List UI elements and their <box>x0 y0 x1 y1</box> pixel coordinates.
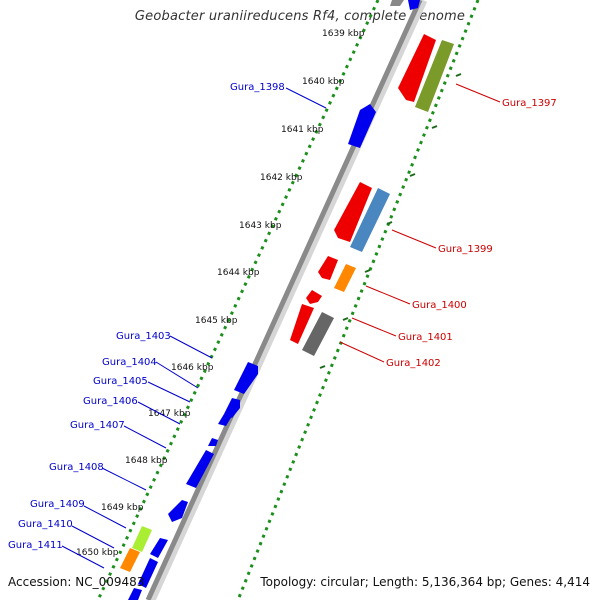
gene-Gura_1397-cds[interactable] <box>398 34 436 102</box>
genome-summary: Topology: circular; Length: 5,136,364 bp… <box>260 575 590 589</box>
gene-Gura_1409-cds[interactable] <box>150 538 168 558</box>
gene-Gura_1402-gene[interactable] <box>302 312 334 356</box>
tick-label: 1648 kbp <box>125 456 168 466</box>
gene-label-Gura_1411[interactable]: Gura_1411 <box>8 540 63 551</box>
tick-label: 1641 kbp <box>281 125 324 135</box>
tick-label: 1646 kbp <box>171 363 214 373</box>
gene-arrow[interactable] <box>128 588 142 600</box>
gene-label-Gura_1398[interactable]: Gura_1398 <box>230 82 285 93</box>
backbone-shadow <box>146 0 428 600</box>
gene-label-Gura_1407[interactable]: Gura_1407 <box>70 420 125 431</box>
gene-label-Gura_1402[interactable]: Gura_1402 <box>386 358 441 369</box>
gene-Gura_1411-cds[interactable] <box>138 558 158 588</box>
gene-Gura_1411-gene[interactable] <box>120 548 140 572</box>
gene-label-Gura_1410[interactable]: Gura_1410 <box>18 519 73 530</box>
inner-dotted-track <box>236 0 480 600</box>
gene-label-Gura_1409[interactable]: Gura_1409 <box>30 499 85 510</box>
accession-label: Accession: NC_009483 <box>8 575 145 589</box>
gene-label-Gura_1404[interactable]: Gura_1404 <box>102 357 157 368</box>
gene-Gura_1403-cds[interactable] <box>234 362 258 394</box>
gene-Gura_1406-cds[interactable] <box>208 438 218 446</box>
gene-Gura_1410-gene[interactable] <box>132 526 152 552</box>
genome-title: Geobacter uraniireducens Rf4, complete g… <box>134 9 466 24</box>
forward-callouts <box>61 87 327 569</box>
gene-Gura_1399-gene[interactable] <box>350 188 390 252</box>
gene-Gura_1407-cds[interactable] <box>186 450 214 488</box>
tick-label: 1639 kbp <box>322 29 365 39</box>
gene-label-Gura_1406[interactable]: Gura_1406 <box>83 396 138 407</box>
backbone <box>145 0 423 600</box>
gene-Gura_1401-cds[interactable] <box>290 304 314 344</box>
gene-arrow[interactable] <box>408 0 420 10</box>
gene-label-Gura_1399[interactable]: Gura_1399 <box>438 244 493 255</box>
tick-label: 1642 kbp <box>260 173 303 183</box>
gene-Gura_1408-cds[interactable] <box>168 500 188 522</box>
tick-label: 1649 kbp <box>101 503 144 513</box>
gene-Gura_1404-cds[interactable] <box>224 398 240 418</box>
gene-Gura_1399-cds[interactable] <box>334 182 372 242</box>
gene-Gura_1401-cds[interactable] <box>306 290 322 304</box>
tick-label: 1644 kbp <box>217 268 260 278</box>
gene-label-Gura_1408[interactable]: Gura_1408 <box>49 462 104 473</box>
gene-Gura_1397-gene[interactable] <box>415 40 454 112</box>
gene-label-Gura_1397[interactable]: Gura_1397 <box>502 98 557 109</box>
gene-Gura_1400-gene[interactable] <box>334 264 356 292</box>
gene-label-Gura_1400[interactable]: Gura_1400 <box>412 300 467 311</box>
tick-label: 1645 kbp <box>195 316 238 326</box>
tick-label: 1643 kbp <box>239 221 282 231</box>
gene-Gura_1405-cds[interactable] <box>218 414 232 426</box>
gene-Gura_1400-cds[interactable] <box>318 256 338 280</box>
gene-label-Gura_1403[interactable]: Gura_1403 <box>116 331 171 342</box>
inner-tick-marks <box>319 73 462 369</box>
gene-label-Gura_1401[interactable]: Gura_1401 <box>398 332 453 343</box>
tick-label: 1650 kbp <box>76 548 119 558</box>
reverse-callouts <box>339 83 501 363</box>
gene-Gura_1398-cds[interactable] <box>348 104 376 148</box>
tick-label: 1647 kbp <box>148 409 191 419</box>
gene-label-Gura_1405[interactable]: Gura_1405 <box>93 376 148 387</box>
gene-arrow[interactable] <box>390 0 404 6</box>
tick-label: 1640 kbp <box>302 77 345 87</box>
